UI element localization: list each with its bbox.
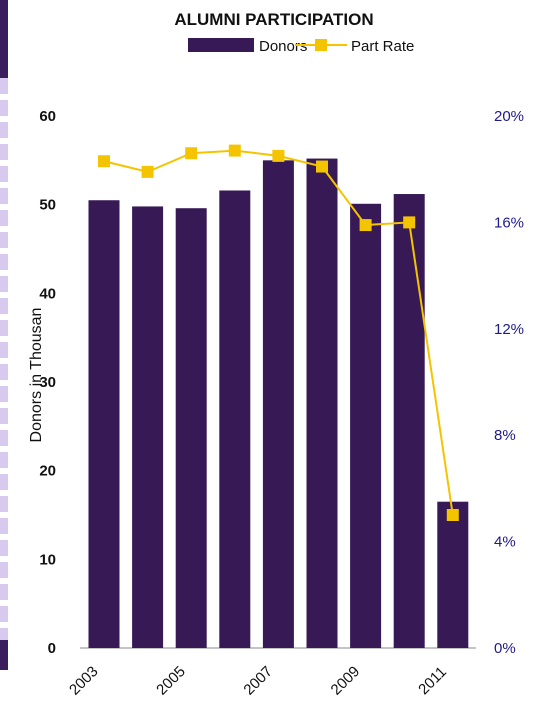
y2-tick-label: 4% [494, 534, 516, 551]
y2-tick-label: 20% [494, 108, 524, 125]
y-tick-label: 40 [39, 285, 56, 302]
bar-donors [393, 194, 425, 648]
legend-label-donors: Donors [259, 38, 307, 55]
x-axis-ticks: 2003 2005 2007 2009 2011 [66, 663, 450, 699]
legend: Donors Part Rate [188, 38, 414, 55]
bar-donors [88, 200, 120, 648]
bar-donors [262, 160, 294, 649]
bar-donors [219, 190, 251, 649]
part-rate-line [98, 144, 459, 521]
left-edge-block-top [0, 0, 8, 78]
y2-tick-label: 12% [494, 321, 524, 338]
x-tick-label: 2007 [240, 663, 276, 699]
part-rate-marker [228, 144, 241, 157]
x-tick-label: 2003 [66, 663, 102, 699]
y-tick-label: 10 [39, 551, 56, 568]
right-axis: 0% 4% 8% 12% 16% 20% [494, 108, 524, 657]
part-rate-marker [446, 509, 459, 521]
x-tick-label: 2011 [415, 663, 450, 698]
y2-tick-label: 16% [494, 214, 524, 231]
part-rate-marker [185, 147, 198, 160]
y2-tick-label: 8% [494, 427, 516, 444]
y-tick-label: 0 [48, 640, 56, 657]
part-rate-marker [359, 219, 372, 232]
bar-donors [175, 208, 207, 649]
donor-bars [88, 158, 469, 649]
x-tick-label: 2005 [153, 663, 189, 699]
part-rate-marker [403, 216, 416, 229]
bar-donors [350, 203, 382, 648]
legend-label-part-rate: Part Rate [351, 38, 414, 55]
left-axis: 0 10 20 30 40 50 60 [39, 108, 56, 657]
bar-donors [132, 206, 164, 648]
x-tick-label: 2009 [328, 663, 364, 699]
y-tick-label: 20 [39, 463, 56, 480]
y2-tick-label: 0% [494, 640, 516, 657]
part-rate-marker [272, 149, 285, 162]
legend-marker-part-rate [315, 39, 327, 51]
bar-donors [437, 501, 469, 648]
part-rate-marker [141, 165, 154, 178]
legend-swatch-donors [188, 38, 254, 52]
left-edge-block-bottom [0, 640, 8, 670]
part-rate-marker [316, 160, 328, 173]
bar-donors [306, 158, 338, 648]
chart-title: ALUMNI PARTICIPATION [174, 10, 373, 29]
left-edge-stripes [0, 78, 8, 640]
y-tick-label: 60 [39, 108, 56, 125]
y-axis-label: Donors in Thousan [28, 308, 45, 443]
part-rate-marker [98, 155, 110, 168]
y-tick-label: 30 [39, 374, 56, 391]
y-tick-label: 50 [39, 197, 56, 214]
